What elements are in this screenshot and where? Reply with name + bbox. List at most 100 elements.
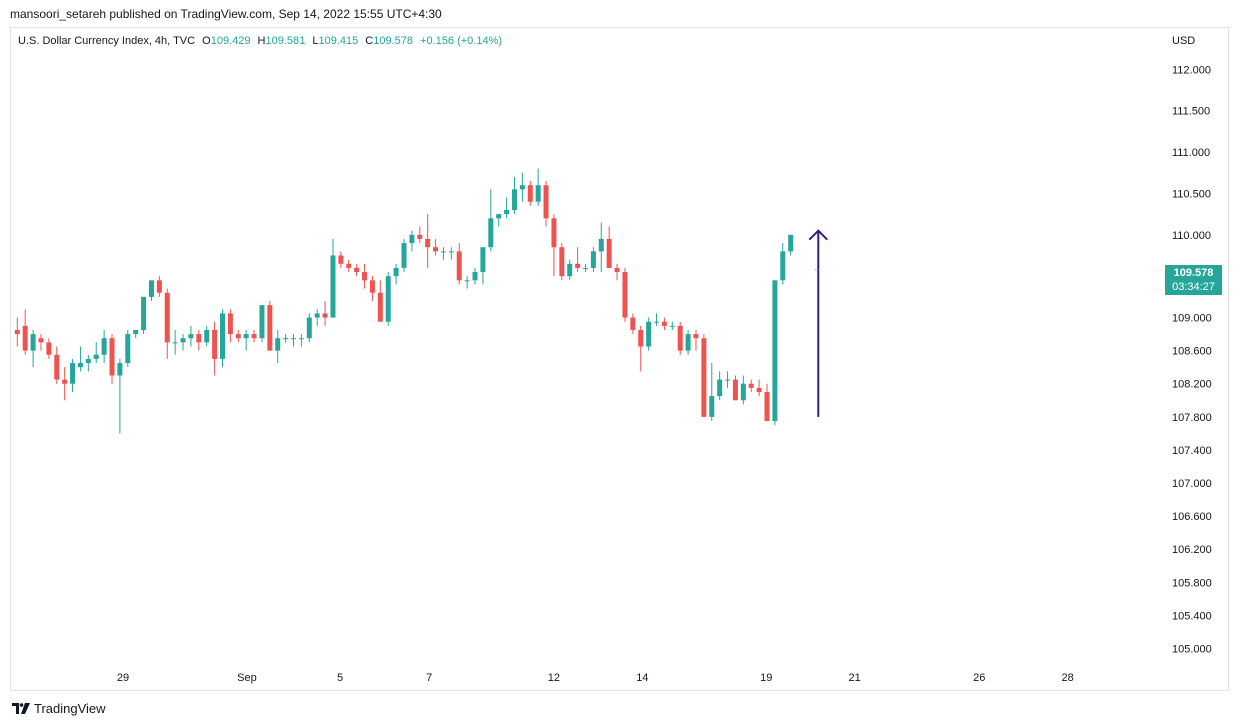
candle[interactable] [377, 280, 383, 322]
candle[interactable] [543, 181, 549, 227]
candle[interactable] [235, 329, 241, 343]
candle[interactable] [133, 329, 139, 339]
candle[interactable] [275, 329, 281, 364]
candle[interactable] [180, 334, 186, 351]
candle[interactable] [354, 263, 360, 277]
candle[interactable] [409, 230, 415, 252]
candle[interactable] [725, 371, 731, 388]
candle[interactable] [38, 334, 44, 351]
candle[interactable] [590, 247, 596, 273]
candle[interactable] [583, 263, 588, 273]
candle[interactable] [283, 334, 289, 343]
candle[interactable] [346, 259, 352, 273]
candle[interactable] [646, 317, 652, 351]
candle[interactable] [732, 375, 738, 401]
candle[interactable] [314, 309, 320, 326]
candle[interactable] [227, 309, 233, 343]
candle[interactable] [496, 214, 502, 227]
candle[interactable] [101, 329, 107, 364]
candle[interactable] [472, 267, 478, 285]
candle[interactable] [62, 367, 68, 401]
candle[interactable] [693, 329, 699, 351]
candle[interactable] [196, 329, 202, 351]
candle[interactable] [788, 234, 794, 256]
candle[interactable] [70, 358, 76, 392]
candle[interactable] [14, 317, 20, 347]
candle[interactable] [614, 263, 620, 281]
candle[interactable] [701, 334, 707, 417]
candle[interactable] [93, 342, 99, 364]
candle[interactable] [527, 181, 533, 206]
candle[interactable] [306, 313, 312, 343]
candle[interactable] [385, 272, 391, 326]
candle[interactable] [125, 329, 131, 368]
candle[interactable] [669, 321, 675, 330]
candle[interactable] [519, 172, 525, 202]
chart-frame[interactable] [10, 27, 1229, 691]
candle[interactable] [267, 301, 273, 351]
candle[interactable] [433, 238, 439, 256]
candle[interactable] [298, 334, 304, 347]
tradingview-logo[interactable]: TradingView [12, 701, 106, 716]
candle[interactable] [369, 276, 375, 301]
candle[interactable] [567, 259, 573, 281]
candle[interactable] [559, 243, 565, 281]
candle[interactable] [511, 176, 517, 215]
candle[interactable] [77, 346, 83, 372]
candle[interactable] [606, 226, 612, 268]
candle[interactable] [685, 329, 691, 355]
candle[interactable] [393, 263, 399, 285]
candle[interactable] [504, 197, 510, 219]
candle[interactable] [748, 379, 754, 392]
candle[interactable] [322, 301, 328, 326]
candle[interactable] [630, 313, 636, 335]
candle[interactable] [535, 168, 541, 206]
candle[interactable] [156, 276, 162, 297]
candle[interactable] [772, 280, 778, 426]
candle[interactable] [740, 375, 746, 405]
candle[interactable] [780, 243, 786, 285]
candle[interactable] [756, 379, 762, 397]
candle[interactable] [172, 329, 178, 355]
candle[interactable] [417, 226, 423, 244]
candle[interactable] [677, 321, 683, 355]
candle[interactable] [164, 288, 170, 359]
candle[interactable] [709, 363, 715, 421]
candle[interactable] [661, 317, 667, 330]
candle[interactable] [188, 325, 194, 347]
candle[interactable] [109, 334, 115, 384]
candle[interactable] [638, 325, 644, 372]
candle[interactable] [148, 280, 154, 301]
candle[interactable] [330, 238, 336, 318]
candle[interactable] [117, 358, 123, 434]
candle[interactable] [717, 371, 723, 401]
candle[interactable] [30, 329, 36, 368]
candle[interactable] [212, 321, 218, 376]
candle[interactable] [456, 243, 462, 285]
candle[interactable] [622, 267, 628, 322]
candle[interactable] [291, 334, 297, 347]
arrow-head[interactable] [808, 229, 829, 241]
candle[interactable] [598, 222, 604, 273]
candle[interactable] [448, 247, 454, 260]
candle[interactable] [204, 325, 210, 347]
candle[interactable] [401, 238, 407, 273]
candle[interactable] [54, 346, 60, 384]
candle[interactable] [46, 338, 52, 359]
candle[interactable] [362, 263, 368, 289]
candle[interactable] [764, 383, 770, 421]
candle[interactable] [251, 329, 257, 343]
candle[interactable] [22, 309, 28, 355]
candle[interactable] [480, 247, 486, 285]
candle[interactable] [575, 247, 581, 273]
candle[interactable] [425, 214, 431, 268]
candle[interactable] [141, 296, 147, 335]
candle[interactable] [259, 305, 265, 343]
candle[interactable] [338, 251, 344, 268]
candle[interactable] [85, 354, 91, 372]
candle[interactable] [488, 189, 494, 252]
candle[interactable] [654, 313, 660, 326]
candle[interactable] [219, 309, 225, 368]
candle[interactable] [551, 214, 557, 277]
